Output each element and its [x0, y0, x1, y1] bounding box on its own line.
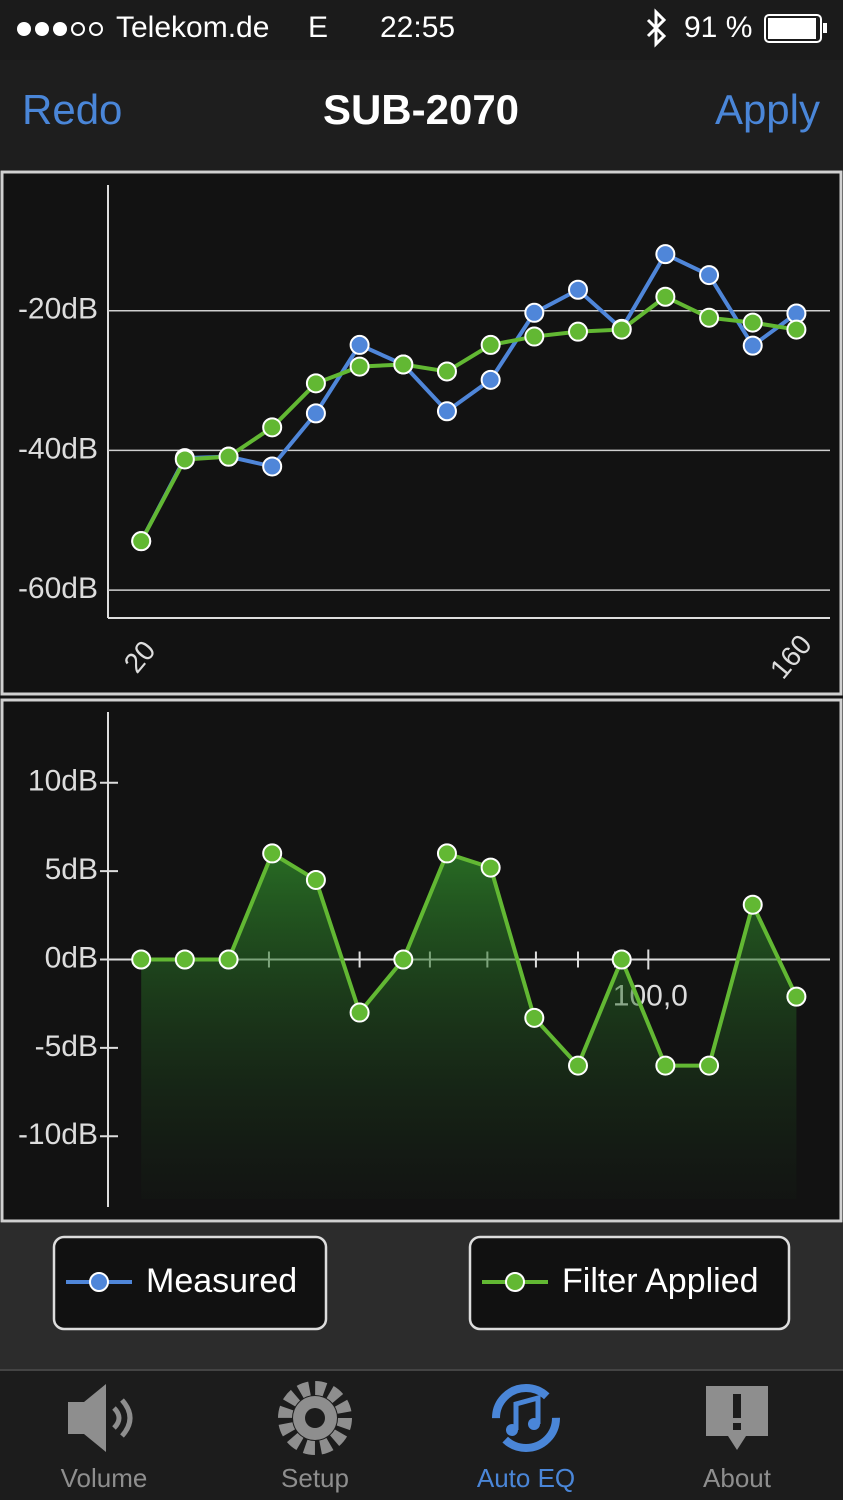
data-point	[305, 869, 326, 890]
auto-eq-icon	[492, 1384, 560, 1452]
signal-dots	[17, 22, 103, 36]
carrier: Telekom.de	[116, 11, 269, 44]
data-point	[393, 949, 414, 970]
tabs: Volume Setup Auto EQ About	[61, 1463, 772, 1493]
data-point	[131, 531, 152, 552]
about-icon	[706, 1386, 768, 1450]
data-point	[786, 986, 807, 1007]
redo-button[interactable]: Redo	[22, 86, 122, 133]
data-point	[699, 307, 720, 328]
series-line	[139, 251, 798, 543]
status-bar	[0, 0, 843, 60]
data-point	[742, 335, 763, 356]
data-point	[568, 1055, 589, 1076]
data-point	[480, 334, 501, 355]
tab-label[interactable]: Setup	[281, 1463, 349, 1493]
legend-button[interactable]	[468, 1235, 791, 1331]
apply-button[interactable]: Apply	[715, 86, 820, 133]
data-point	[393, 354, 414, 375]
data-point	[611, 319, 632, 340]
data-point	[349, 1002, 370, 1023]
data-point	[218, 949, 239, 970]
data-point	[174, 449, 195, 470]
data-point	[218, 446, 239, 467]
data-point	[655, 244, 676, 265]
nav-bar	[0, 60, 843, 170]
tab-label[interactable]: Auto EQ	[477, 1463, 575, 1493]
legend-swatch-dot	[505, 1272, 525, 1292]
network: E	[308, 11, 328, 44]
legend-button[interactable]	[52, 1235, 328, 1331]
y-tick-label: -40dB	[18, 432, 98, 465]
volume-icon	[68, 1384, 133, 1452]
y-tick-label: -60dB	[18, 572, 98, 605]
data-point	[349, 334, 370, 355]
y-tick-label: -10dB	[18, 1118, 98, 1151]
data-point	[305, 373, 326, 394]
data-point	[568, 321, 589, 342]
bluetooth-icon	[646, 8, 667, 48]
y-tick-label: 5dB	[45, 853, 98, 886]
tab-bar	[0, 1370, 843, 1500]
data-point	[655, 286, 676, 307]
data-point	[480, 857, 501, 878]
tab-label[interactable]: About	[703, 1463, 772, 1493]
data-point	[786, 319, 807, 340]
data-point	[174, 949, 195, 970]
data-point	[262, 843, 283, 864]
data-point	[524, 302, 545, 323]
time: 22:55	[380, 11, 455, 44]
data-point	[480, 369, 501, 390]
data-point	[611, 949, 632, 970]
series-line	[141, 850, 799, 1070]
series-line	[139, 294, 797, 543]
legend-swatch-dot	[89, 1272, 109, 1292]
response-panel	[0, 170, 843, 696]
data-point	[524, 1007, 545, 1028]
data-point	[436, 401, 457, 422]
y-tick-label: -5dB	[35, 1030, 98, 1063]
data-point	[655, 1055, 676, 1076]
nav-title: SUB-2070	[323, 86, 519, 133]
data-point	[262, 456, 283, 477]
battery-level: 91 %	[684, 11, 752, 44]
y-tick-label: -20dB	[18, 293, 98, 326]
data-point	[742, 312, 763, 333]
data-point	[742, 894, 763, 915]
data-point	[349, 356, 370, 377]
y-tick-label: 0dB	[45, 941, 98, 974]
data-point	[436, 361, 457, 382]
data-point	[262, 417, 283, 438]
setup-icon	[278, 1381, 352, 1455]
battery-icon	[764, 14, 827, 43]
legend-label: Measured	[146, 1262, 297, 1300]
data-point	[568, 279, 589, 300]
data-point	[699, 265, 720, 286]
data-point	[305, 403, 326, 424]
area-fill	[141, 853, 797, 1199]
y-tick-label: 10dB	[28, 765, 98, 798]
data-point	[131, 949, 152, 970]
tab-label[interactable]: Volume	[61, 1463, 148, 1493]
data-point	[699, 1055, 720, 1076]
data-point	[524, 326, 545, 347]
legend: Measured Filter Applied	[52, 1235, 791, 1331]
legend-label: Filter Applied	[562, 1262, 759, 1300]
data-point	[436, 843, 457, 864]
